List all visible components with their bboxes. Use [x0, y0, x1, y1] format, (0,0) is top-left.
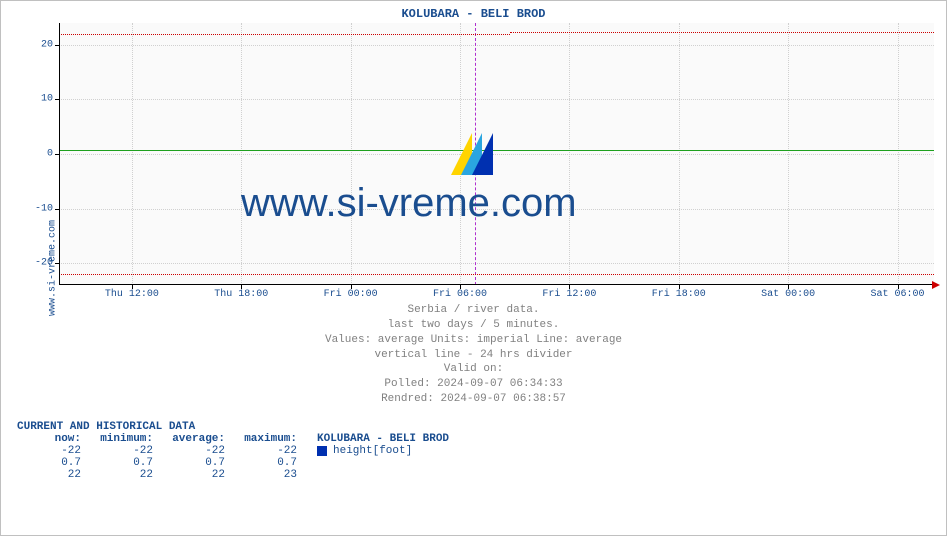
gridline-horizontal: [59, 45, 934, 46]
table-cell: 0.7: [17, 457, 89, 469]
y-tick-label: 10: [41, 94, 59, 105]
table-series-label: KOLUBARA - BELI BROD: [305, 433, 449, 445]
table-column-header: average:: [161, 433, 233, 445]
gridline-vertical: [351, 23, 352, 285]
table-cell: -22: [89, 445, 161, 457]
table-cell: 22: [161, 469, 233, 481]
table-cell: -22: [161, 445, 233, 457]
table-row: -22-22-22-22height[foot]: [17, 445, 449, 457]
gridline-vertical: [569, 23, 570, 285]
plot-area: -20-1001020Thu 12:00Thu 18:00Fri 00:00Fr…: [59, 23, 934, 285]
x-tick-label: Sat 00:00: [761, 285, 815, 300]
table-row-label: height[foot]: [305, 445, 412, 457]
table-title: CURRENT AND HISTORICAL DATA: [17, 421, 449, 433]
gridline-horizontal: [59, 154, 934, 155]
table-cell: -22: [233, 445, 305, 457]
table-cell: 0.7: [161, 457, 233, 469]
chart-title: KOLUBARA - BELI BROD: [1, 7, 946, 21]
x-tick-label: Fri 12:00: [542, 285, 596, 300]
caption-line: Valid on:: [1, 362, 946, 377]
chart-caption: Serbia / river data.last two days / 5 mi…: [1, 303, 946, 407]
axis-line: [59, 284, 934, 285]
series-line-red: [510, 32, 934, 33]
table-row: 22222223: [17, 469, 449, 481]
y-tick-label: -20: [35, 258, 59, 269]
x-tick-label: Fri 06:00: [433, 285, 487, 300]
legend-swatch: [317, 446, 327, 456]
x-tick-label: Thu 12:00: [105, 285, 159, 300]
chart-container: { "title": "KOLUBARA - BELI BROD", "titl…: [0, 0, 947, 536]
table-header-row: now:minimum:average:maximum:KOLUBARA - B…: [17, 433, 449, 445]
series-line-red-bottom: [59, 274, 934, 275]
gridline-vertical: [788, 23, 789, 285]
table-column-header: minimum:: [89, 433, 161, 445]
caption-line: Polled: 2024-09-07 06:34:33: [1, 377, 946, 392]
gridline-vertical: [241, 23, 242, 285]
x-tick-label: Sat 06:00: [870, 285, 924, 300]
y-tick-label: 0: [47, 149, 59, 160]
series-line-green: [59, 150, 934, 151]
table-column-header: maximum:: [233, 433, 305, 445]
caption-line: Serbia / river data.: [1, 303, 946, 318]
series-line-red: [59, 34, 510, 35]
table-cell: -22: [17, 445, 89, 457]
caption-line: vertical line - 24 hrs divider: [1, 348, 946, 363]
y-tick-label: -10: [35, 203, 59, 214]
table-cell: 0.7: [89, 457, 161, 469]
data-table: CURRENT AND HISTORICAL DATAnow:minimum:a…: [17, 421, 449, 481]
gridline-vertical: [898, 23, 899, 285]
table-cell: 23: [233, 469, 305, 481]
legend-label: height[foot]: [333, 445, 412, 457]
x-tick-label: Fri 00:00: [324, 285, 378, 300]
y-tick-label: 20: [41, 39, 59, 50]
caption-line: Rendred: 2024-09-07 06:38:57: [1, 392, 946, 407]
table-cell: 22: [17, 469, 89, 481]
table-row: 0.70.70.70.7: [17, 457, 449, 469]
caption-line: Values: average Units: imperial Line: av…: [1, 333, 946, 348]
table-cell: 22: [89, 469, 161, 481]
x-tick-label: Fri 18:00: [652, 285, 706, 300]
table-cell: 0.7: [233, 457, 305, 469]
gridline-vertical: [132, 23, 133, 285]
gridline-vertical: [679, 23, 680, 285]
x-tick-label: Thu 18:00: [214, 285, 268, 300]
watermark-logo: [451, 133, 493, 175]
axis-arrow-icon: [932, 281, 940, 289]
axis-line: [59, 23, 60, 285]
gridline-horizontal: [59, 263, 934, 264]
table-column-header: now:: [17, 433, 89, 445]
watermark-text: www.si-vreme.com: [241, 181, 577, 226]
caption-line: last two days / 5 minutes.: [1, 318, 946, 333]
gridline-horizontal: [59, 99, 934, 100]
